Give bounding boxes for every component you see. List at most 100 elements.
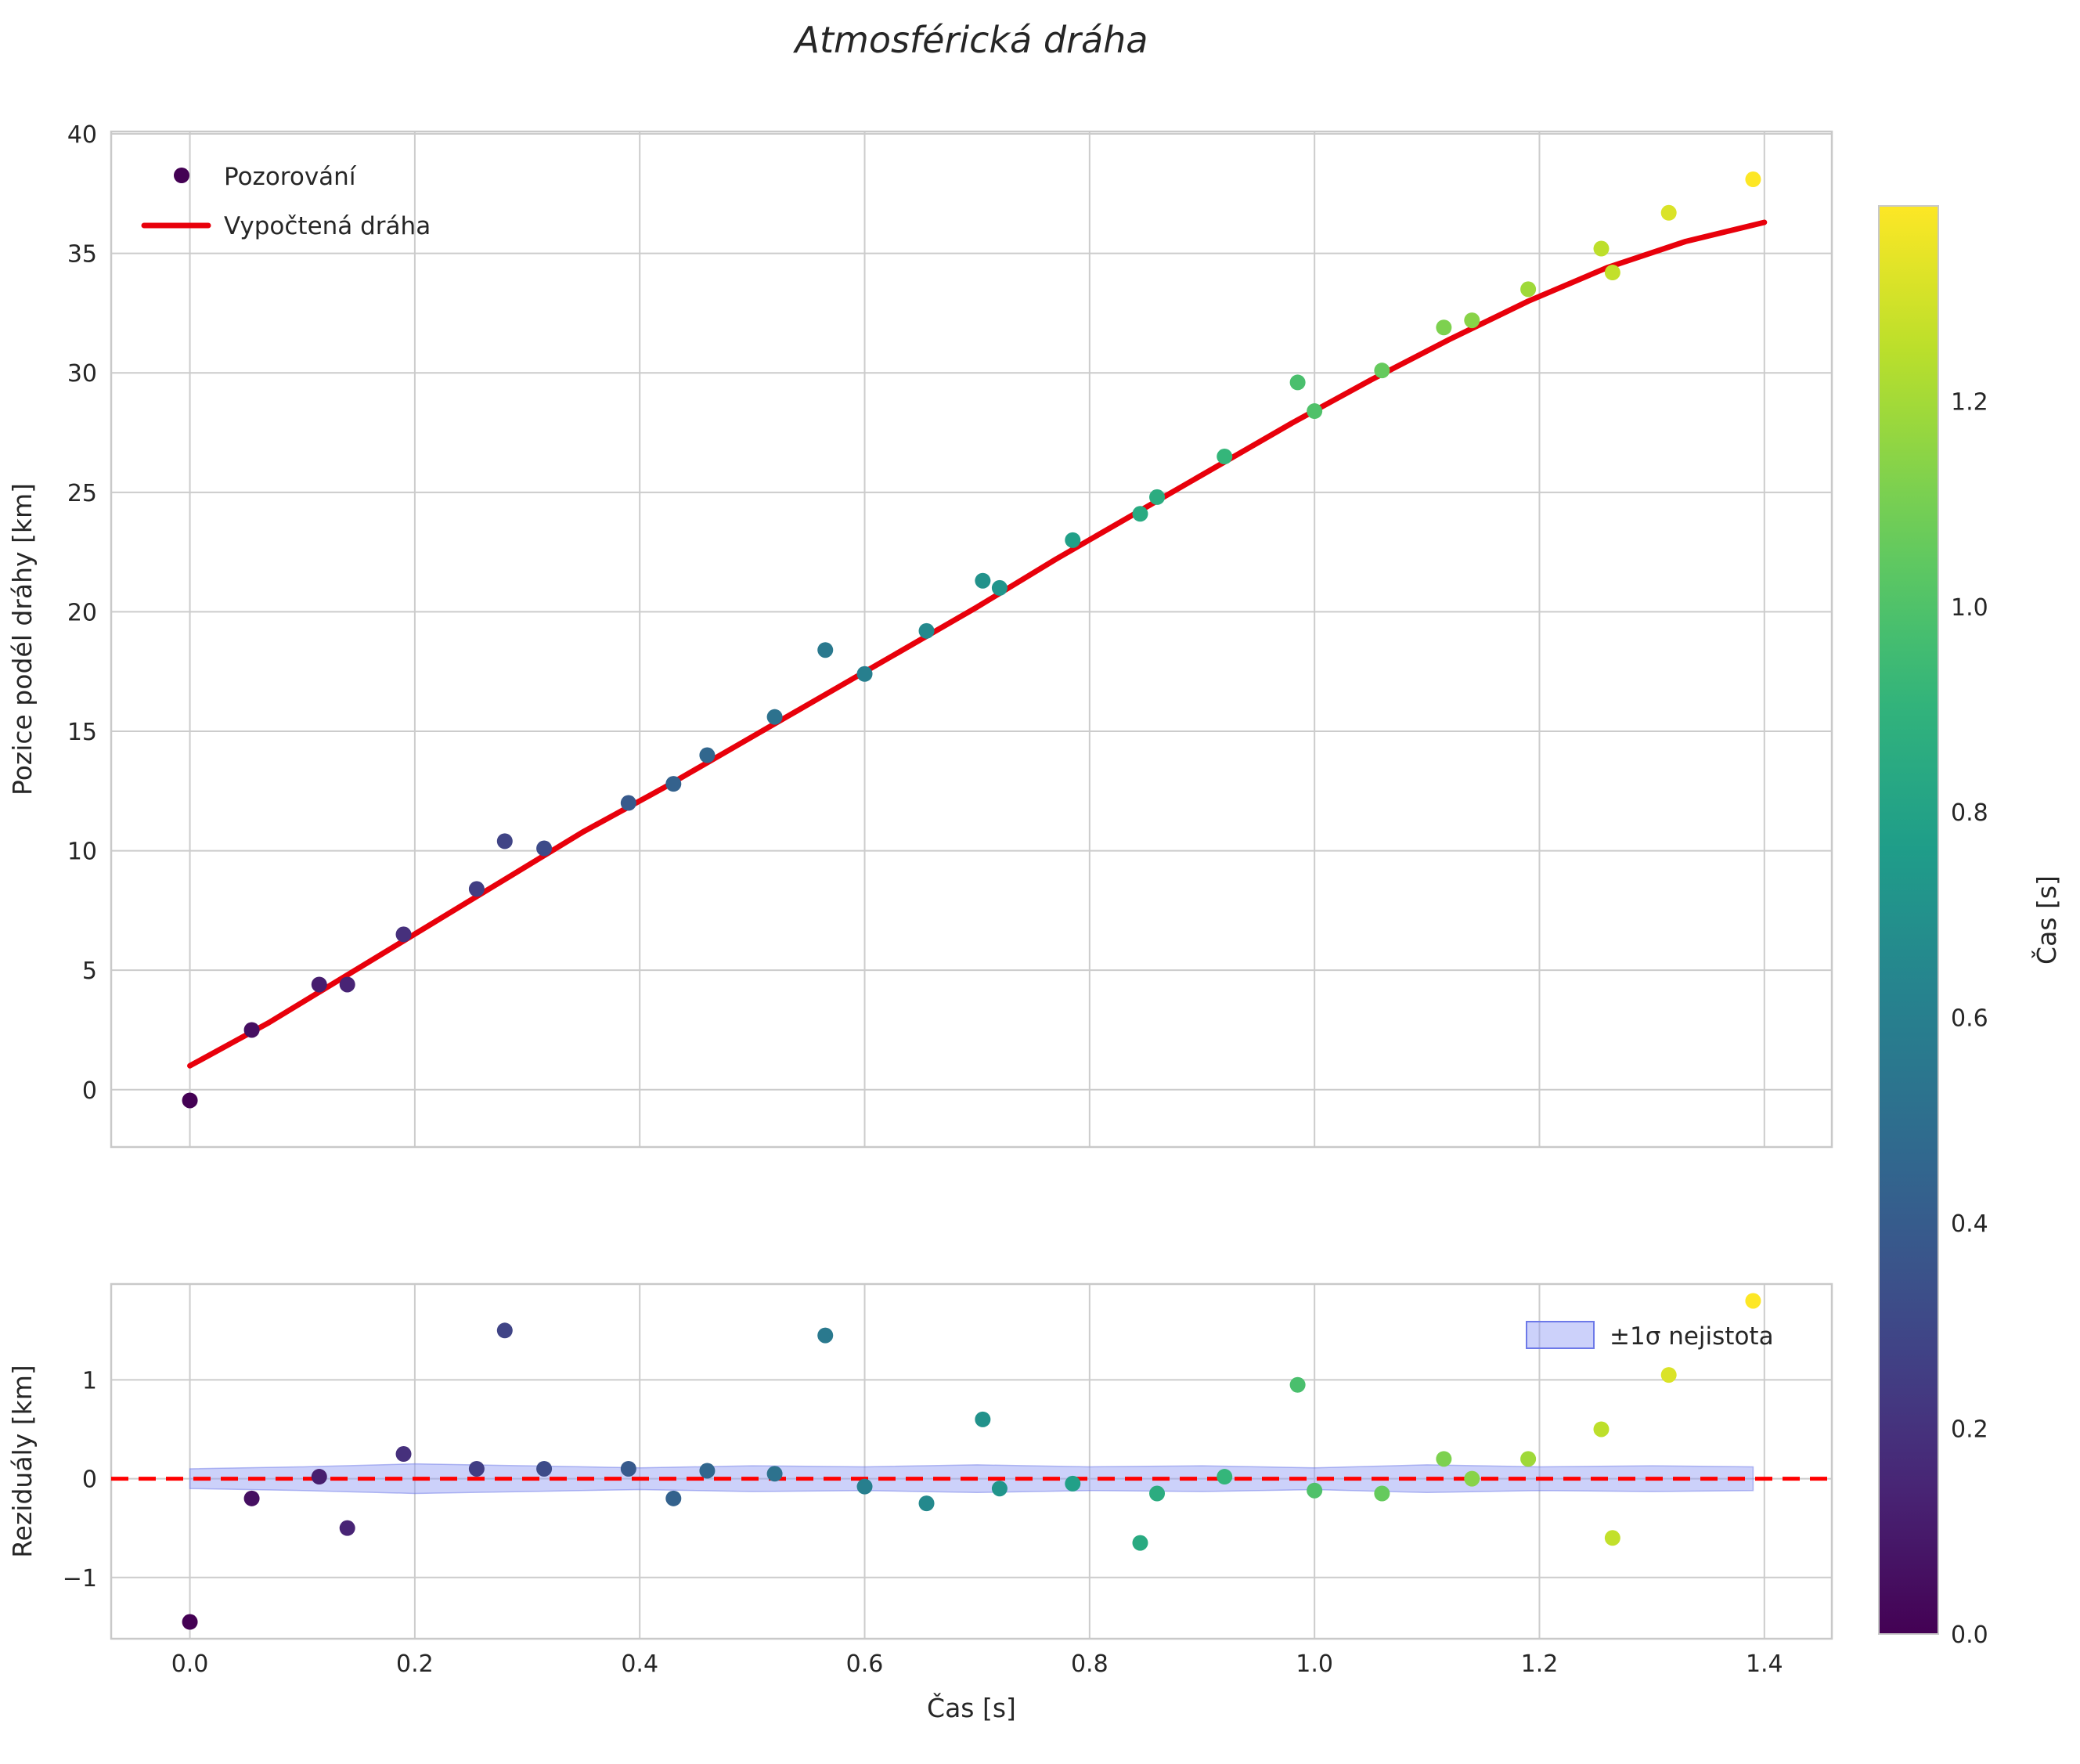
plot-background — [111, 1284, 1832, 1639]
y-tick-label: 30 — [67, 360, 97, 388]
residual-point — [1436, 1451, 1452, 1467]
observation-point — [1307, 403, 1323, 420]
y-tick-label: 10 — [67, 839, 97, 866]
y-tick-label: 25 — [67, 480, 97, 507]
x-tick-label: 1.0 — [1296, 1650, 1333, 1678]
y-tick-label: −1 — [63, 1565, 97, 1593]
plot-border — [110, 130, 1833, 1149]
residual-point — [468, 1460, 485, 1477]
y-tick-label: 0 — [82, 1077, 97, 1105]
observation-point — [536, 840, 553, 857]
observation-point — [311, 976, 327, 993]
x-tick-label: 1.4 — [1746, 1650, 1783, 1678]
observation-point — [1520, 281, 1537, 298]
residual-point — [766, 1466, 783, 1482]
y-axis-label: Pozice podél dráhy [km] — [7, 483, 38, 795]
residual-point — [1745, 1293, 1761, 1309]
residual-point — [1065, 1475, 1081, 1492]
residual-point — [339, 1520, 355, 1536]
observation-point — [243, 1022, 260, 1038]
observation-point — [856, 666, 873, 682]
observation-point — [817, 642, 834, 658]
residual-point — [975, 1411, 991, 1427]
colorbar-tick-label: 1.0 — [1951, 594, 1988, 622]
residual-point — [395, 1446, 412, 1463]
legend-marker-icon — [174, 168, 189, 183]
observation-point — [1374, 363, 1390, 379]
observation-point — [1604, 265, 1620, 281]
residuals — [182, 1293, 1761, 1630]
grid — [111, 132, 1832, 1147]
trajectory-plot: 0 5 10 15 20 25 30 35 40 Pozice podél dráhy [km] P… — [7, 121, 1833, 1149]
observation-point — [699, 747, 716, 763]
observation-point — [339, 976, 355, 993]
legend-band-icon — [1526, 1321, 1595, 1349]
residual-point — [1593, 1421, 1610, 1438]
colorbar-tick-label: 0.8 — [1951, 799, 1988, 827]
colorbar-tick-label: 0.2 — [1951, 1416, 1988, 1444]
y-tick-label: 1 — [82, 1367, 97, 1394]
residual-point — [665, 1490, 682, 1506]
y-tick-label: 15 — [67, 719, 97, 746]
observation-point — [1745, 171, 1761, 188]
y-tick-label: 35 — [67, 241, 97, 269]
residual-point — [856, 1478, 873, 1495]
colorbar-tick-label: 0.4 — [1951, 1210, 1988, 1238]
colorbar: 0.0 0.2 0.4 0.6 0.8 1.0 1.2 Čas [s] — [1878, 205, 2062, 1649]
plot-background — [111, 132, 1832, 1147]
residual-point — [536, 1460, 553, 1477]
legend: Pozorování Vypočtená dráha — [141, 163, 431, 240]
residual-point — [1132, 1535, 1148, 1551]
residual-point — [182, 1614, 198, 1630]
y-tick-label: 40 — [67, 121, 97, 149]
residual-point — [918, 1495, 935, 1512]
residuals-plot: −1 0 1 0.0 0.2 0.4 0.6 0.8 1.0 1.2 1.4 Reziduály [k… — [7, 1282, 1833, 1723]
observation-point — [620, 795, 636, 811]
observations — [182, 171, 1761, 1109]
legend-label-observations: Pozorování — [224, 163, 357, 191]
colorbar-tick-label: 0.0 — [1951, 1622, 1988, 1649]
observation-point — [1660, 204, 1677, 221]
x-tick-label: 1.2 — [1521, 1650, 1559, 1678]
residual-point — [496, 1322, 513, 1339]
residual-point — [1307, 1482, 1323, 1499]
colorbar-tick-label: 1.2 — [1951, 388, 1988, 416]
x-tick-label: 0.6 — [846, 1650, 884, 1678]
y-tick-label: 20 — [67, 599, 97, 626]
residual-point — [311, 1469, 327, 1485]
legend-label-uncertainty: ±1σ nejistota — [1610, 1322, 1774, 1351]
residual-point — [699, 1463, 716, 1479]
x-tick-label: 0.2 — [396, 1650, 434, 1678]
colorbar-gradient — [1878, 205, 1939, 1635]
legend: ±1σ nejistota — [1526, 1321, 1774, 1351]
x-tick-label: 0.4 — [621, 1650, 658, 1678]
observation-point — [918, 622, 935, 639]
chart-title: Atmosférická dráha — [795, 19, 1148, 61]
observation-point — [468, 881, 485, 897]
observation-point — [1464, 312, 1480, 329]
residual-point — [991, 1481, 1008, 1497]
residual-point — [1289, 1376, 1306, 1393]
observation-point — [991, 579, 1008, 596]
plot-border — [110, 1282, 1833, 1640]
observation-point — [1289, 374, 1306, 391]
legend-label-fit: Vypočtená dráha — [224, 212, 431, 240]
observation-point — [1436, 319, 1452, 336]
observation-point — [182, 1092, 198, 1109]
observation-point — [395, 926, 412, 943]
residual-point — [620, 1460, 636, 1477]
residual-point — [1374, 1485, 1390, 1502]
observation-point — [496, 833, 513, 850]
residual-point — [1520, 1451, 1537, 1467]
observation-point — [1217, 449, 1233, 465]
residual-point — [1217, 1469, 1233, 1485]
observation-point — [665, 776, 682, 792]
residual-point — [243, 1490, 260, 1506]
colorbar-tick-label: 0.6 — [1951, 1005, 1988, 1033]
residual-point — [1149, 1485, 1166, 1502]
y-axis-label: Reziduály [km] — [7, 1365, 38, 1558]
observation-point — [1132, 506, 1148, 522]
observation-point — [1593, 240, 1610, 257]
